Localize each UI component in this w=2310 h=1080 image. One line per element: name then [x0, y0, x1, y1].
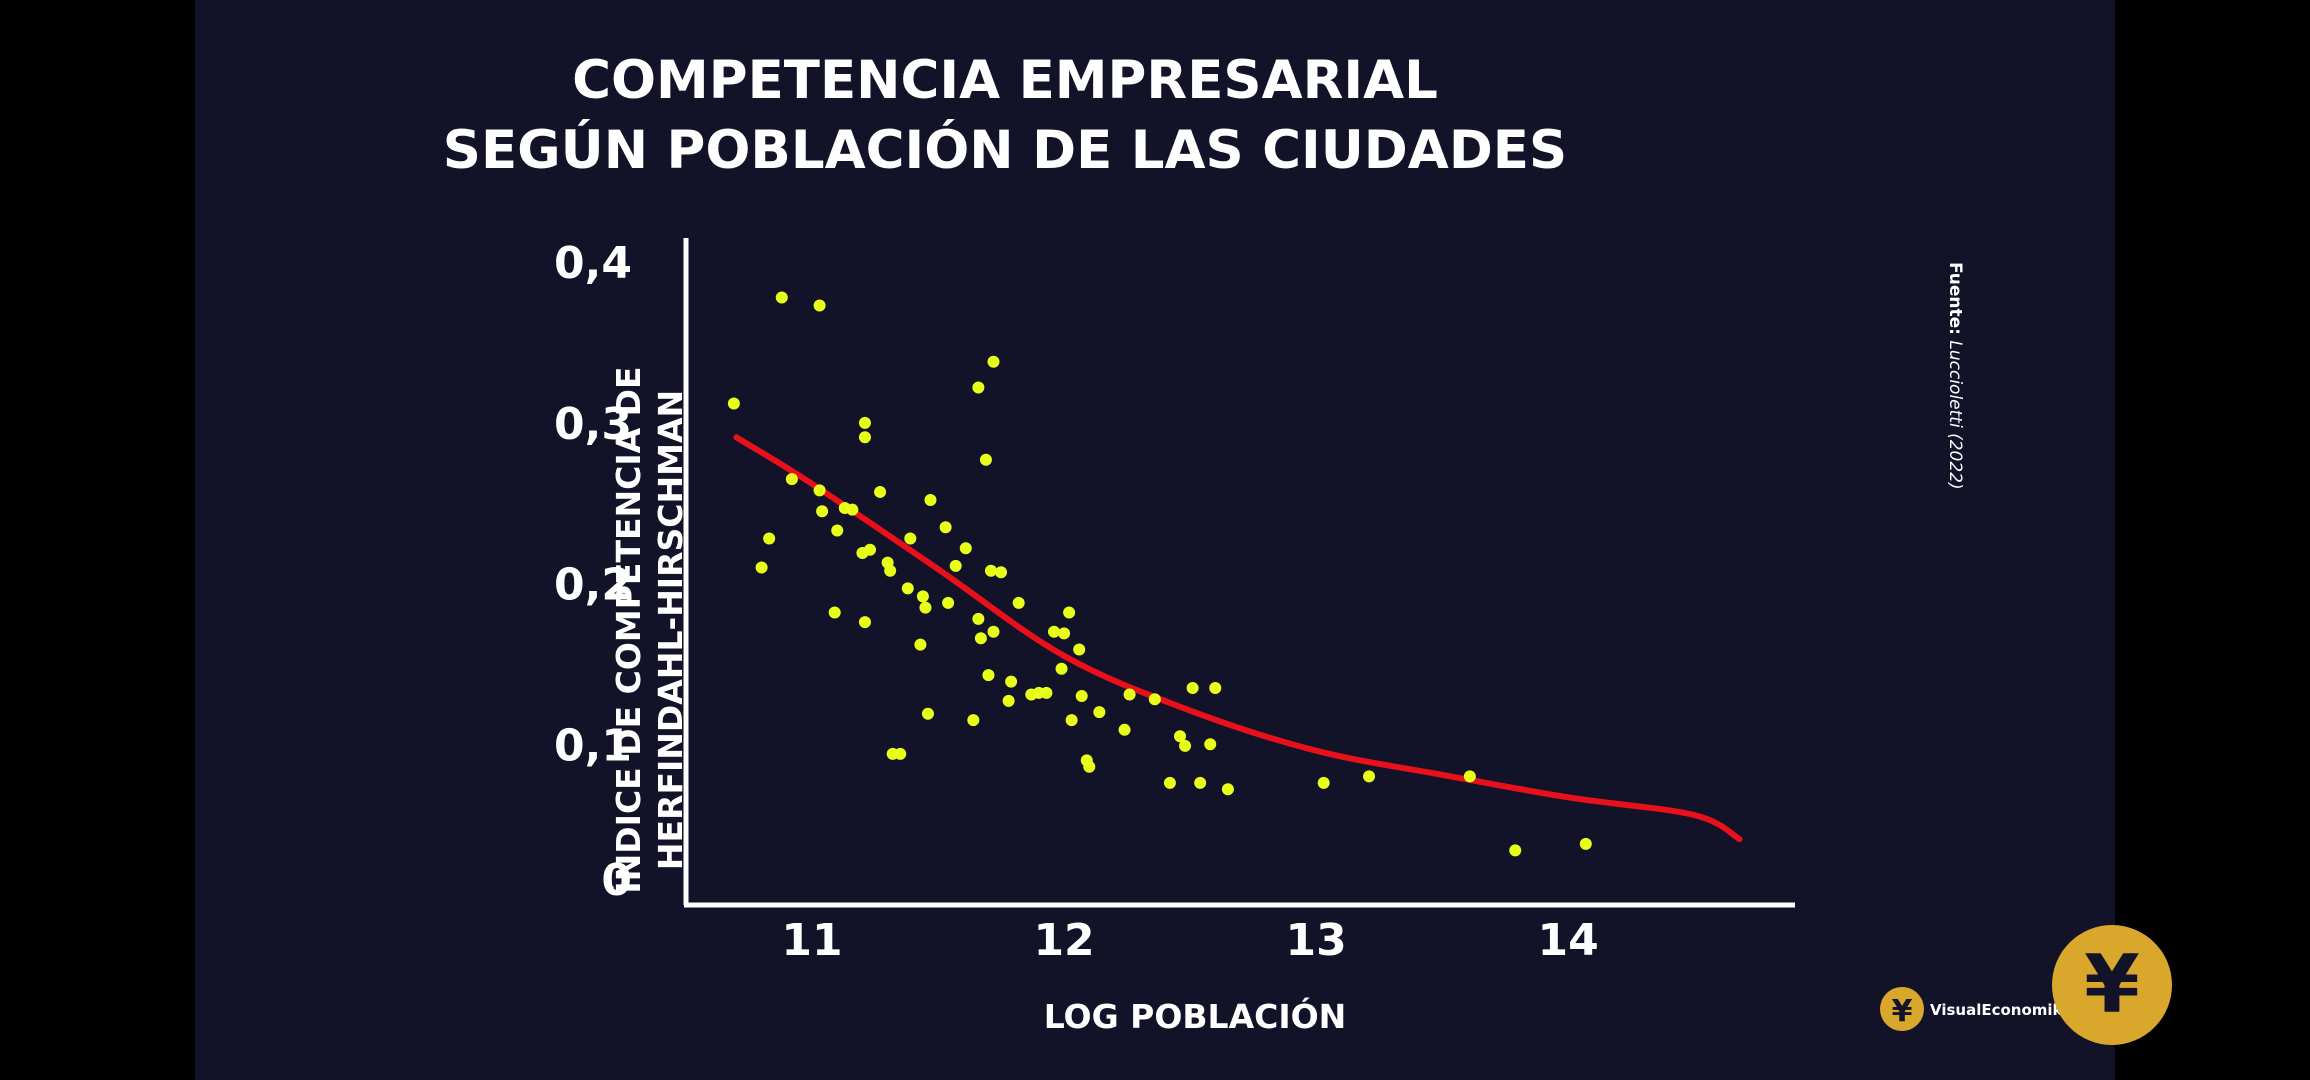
- x-tick-label: 13: [1285, 915, 1346, 966]
- data-point: [816, 505, 829, 518]
- data-point: [916, 590, 929, 603]
- source-label: Fuente:: [1945, 262, 1965, 335]
- data-point: [1002, 694, 1015, 707]
- data-point: [727, 397, 740, 410]
- chart-title-line-2: SEGÚN POBLACIÓN DE LAS CIUDADES: [443, 118, 1567, 181]
- data-point: [1186, 682, 1199, 695]
- data-point: [831, 524, 844, 537]
- fit-curve-group: [733, 434, 1743, 843]
- data-point: [1579, 837, 1592, 850]
- data-point: [1123, 688, 1136, 701]
- data-point: [974, 632, 987, 645]
- data-points: [727, 291, 1592, 857]
- data-point: [972, 612, 985, 625]
- y-tick-labels: 0 0,1 0,2 0,3 0,4: [554, 238, 632, 906]
- data-point: [858, 431, 871, 444]
- x-tick-label: 14: [1538, 915, 1599, 966]
- data-point: [914, 638, 927, 651]
- data-point: [1047, 625, 1060, 638]
- data-point: [1363, 770, 1376, 783]
- data-point: [894, 747, 907, 760]
- data-point: [1179, 739, 1192, 752]
- data-point: [846, 503, 859, 516]
- data-point: [949, 559, 962, 572]
- data-point: [863, 543, 876, 556]
- data-point: [921, 707, 934, 720]
- data-point: [1221, 783, 1234, 796]
- data-point: [942, 596, 955, 609]
- source-text: Luccioletti (2022): [1945, 340, 1965, 489]
- data-point: [901, 582, 914, 595]
- chart-stage: COMPETENCIA EMPRESARIAL SEGÚN POBLACIÓN …: [195, 0, 2115, 1080]
- visualeconomik-logo-icon: ¥: [2052, 925, 2172, 1045]
- data-point: [1005, 675, 1018, 688]
- data-point: [1509, 844, 1522, 857]
- data-point: [1073, 643, 1086, 656]
- data-point: [984, 564, 997, 577]
- data-point: [1083, 760, 1096, 773]
- data-point: [995, 566, 1008, 579]
- data-point: [939, 521, 952, 534]
- data-point: [1148, 693, 1161, 706]
- brand-logo-symbol: ¥: [2084, 938, 2140, 1031]
- brand-logo-small: ¥ VisualEconomik: [1880, 987, 2064, 1031]
- data-point: [1058, 627, 1071, 640]
- data-point: [874, 485, 887, 498]
- data-point: [972, 381, 985, 394]
- data-point: [884, 564, 897, 577]
- y-axis-label-line-1: ÍNDICE DE COMPETENCIA DE: [608, 366, 648, 893]
- data-point: [1204, 738, 1217, 751]
- x-axis-label: LOG POBLACIÓN: [1044, 996, 1347, 1036]
- y-tick-label: 0,3: [554, 399, 632, 450]
- data-point: [785, 473, 798, 486]
- data-point: [775, 291, 788, 304]
- data-point: [1012, 596, 1025, 609]
- data-point: [1163, 776, 1176, 789]
- data-point: [967, 714, 980, 727]
- data-point: [1118, 723, 1131, 736]
- data-point: [858, 616, 871, 629]
- data-point: [1075, 690, 1088, 703]
- data-point: [1055, 662, 1068, 675]
- chart-title-line-1: COMPETENCIA EMPRESARIAL: [572, 50, 1438, 111]
- y-tick-label: 0: [601, 855, 632, 906]
- data-point: [1063, 606, 1076, 619]
- x-tick-label: 12: [1033, 915, 1094, 966]
- y-tick-label: 0,2: [554, 560, 632, 611]
- y-tick-label: 0,1: [554, 720, 632, 771]
- data-point: [1317, 776, 1330, 789]
- data-point: [813, 484, 826, 497]
- x-tick-label: 11: [781, 915, 842, 966]
- data-point: [858, 416, 871, 429]
- data-point: [904, 532, 917, 545]
- data-point: [924, 493, 937, 506]
- data-point: [959, 542, 972, 555]
- data-point: [979, 453, 992, 466]
- x-tick-labels: 11 12 13 14: [781, 915, 1598, 966]
- data-point: [828, 606, 841, 619]
- data-point: [987, 625, 1000, 638]
- y-tick-label: 0,4: [554, 238, 632, 289]
- data-point: [982, 669, 995, 682]
- data-point: [763, 532, 776, 545]
- data-point: [813, 299, 826, 312]
- data-point: [1065, 714, 1078, 727]
- data-point: [1093, 706, 1106, 719]
- data-point: [919, 601, 932, 614]
- data-point: [1040, 686, 1053, 699]
- data-point: [1194, 776, 1207, 789]
- data-point: [1209, 682, 1222, 695]
- source-note: Fuente: Luccioletti (2022): [1945, 262, 1965, 490]
- scatter-chart: COMPETENCIA EMPRESARIAL SEGÚN POBLACIÓN …: [443, 50, 2064, 1036]
- fit-curve: [733, 434, 1743, 843]
- brand-logo-small-symbol: ¥: [1892, 994, 1913, 1029]
- data-point: [1174, 730, 1187, 743]
- data-point: [1463, 770, 1476, 783]
- data-point: [987, 355, 1000, 368]
- brand-name: VisualEconomik: [1930, 1001, 2064, 1019]
- data-point: [755, 561, 768, 574]
